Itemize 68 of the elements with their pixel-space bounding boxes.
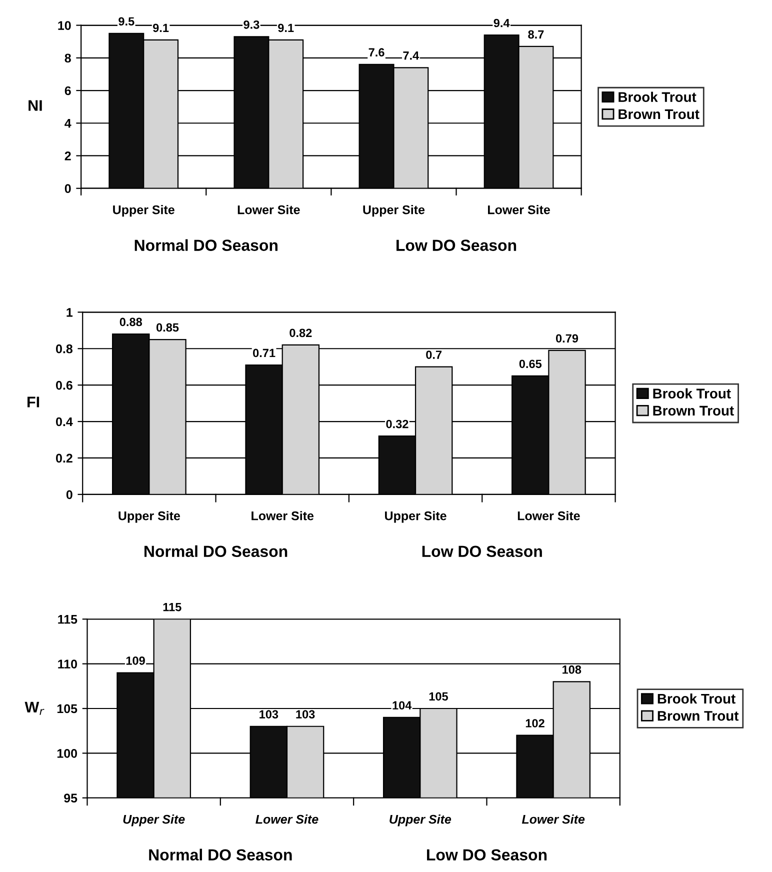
y-axis-title: W$_{r}$ [24,702,44,715]
y-tick-label: 100 [57,748,78,758]
data-label: 7.4 [403,52,420,60]
text: Normal DO Season [149,848,292,860]
x-tick-label: Lower Site [518,511,580,520]
data-label: 103 [260,710,278,719]
data-label: 115 [163,602,182,612]
data-label: 0.71 [253,348,276,358]
y-tick-label: 2 [64,152,71,160]
text: Low DO Season [396,240,516,251]
y-tick-label: 0 [64,184,71,194]
y-tick-label: 10 [58,21,71,30]
y-tick-label: 95 [64,794,78,803]
legend-label: Brown Trout [618,109,700,120]
x-tick-label: Upper Site [113,205,174,217]
data-label: 8.7 [528,30,544,39]
data-label: 9.3 [244,20,260,29]
x-tick-label: Lower Site [238,205,300,214]
data-label: 109 [126,656,145,665]
y-tick-label: 115 [58,615,78,624]
data-label: 102 [526,719,544,728]
x-tick-label: Upper Site [385,511,446,523]
text: Low DO Season [427,849,547,860]
x-tick-label: Lower Site [252,511,314,520]
y-tick-label: 4 [64,119,72,128]
y-tick-label: 0.2 [56,454,72,463]
y-axis-title: FI [28,396,40,408]
y-tick-label: 1 [66,308,73,317]
data-label: 108 [562,665,582,674]
y-tick-label: 110 [58,660,78,668]
x-tick-label: Upper Site [390,814,452,826]
data-label: 0.85 [156,323,179,332]
y-tick-label: 0.8 [56,344,72,354]
x-tick-label: Lower Site [256,814,318,824]
text: Low DO Season [422,546,542,558]
data-label: 0.79 [556,334,578,343]
y-tick-label: 0.6 [56,380,72,390]
data-label: 9.1 [278,24,294,32]
data-label: 0.32 [386,420,408,428]
x-tick-label: Lower Site [488,205,550,214]
y-tick-label: 0 [66,490,72,500]
data-label: 7.6 [368,48,384,57]
legend-label: Brook Trout [618,92,696,102]
legend-label: Brook Trout [658,693,736,704]
data-label: 0.7 [426,350,442,359]
data-label: 0.88 [120,318,142,326]
data-label: 9.4 [494,18,510,28]
legend-label: Brown Trout [653,406,734,416]
legend-label: Brook Trout [653,388,731,398]
y-tick-label: 8 [64,54,71,63]
y-tick-label: 105 [57,704,78,714]
y-tick-label: 6 [64,86,71,96]
data-label: 0.65 [519,360,542,368]
data-label: 9.5 [118,17,134,26]
x-tick-label: Upper Site [123,814,185,826]
data-label: 105 [429,692,448,701]
x-tick-label: Lower Site [522,814,585,824]
data-label: 103 [296,710,315,719]
legend-label: Brown Trout [658,711,739,721]
x-tick-label: Upper Site [118,511,180,523]
x-tick-label: Upper Site [363,205,425,217]
text: Normal DO Season [144,545,288,558]
data-label: 104 [392,701,412,710]
y-axis-title: NI [28,100,42,111]
text: Normal DO Season [134,239,278,251]
y-tick-label: 0.4 [56,417,73,426]
data-label: 0.82 [290,328,312,338]
data-label: 9.1 [152,24,169,32]
